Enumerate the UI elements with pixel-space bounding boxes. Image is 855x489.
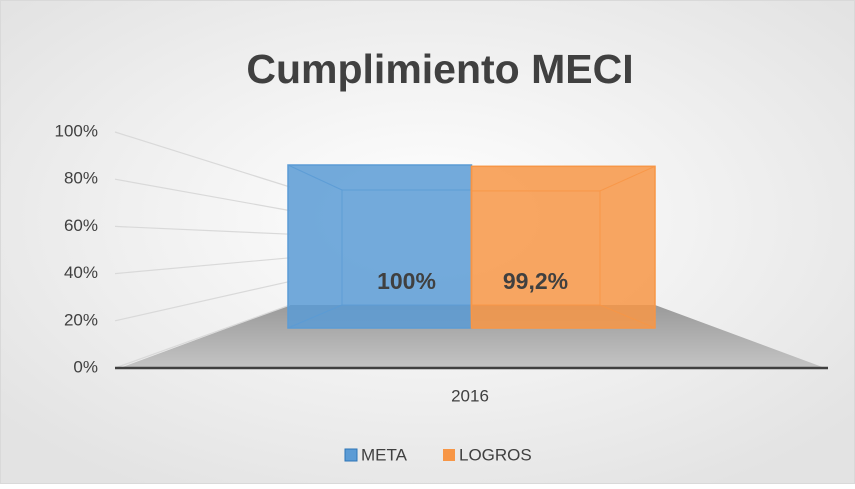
legend-label: LOGROS [459, 445, 532, 464]
y-tick-label: 60% [64, 216, 98, 235]
grid-line [114, 280, 291, 322]
bar-edge [287, 164, 343, 191]
grid-line [114, 225, 291, 235]
grid-line [114, 178, 291, 212]
y-tick-label: 0% [73, 357, 98, 376]
bar-edge [599, 165, 656, 192]
y-tick-label: 80% [64, 169, 98, 188]
legend-swatch [443, 449, 455, 461]
data-label: 99,2% [503, 268, 568, 294]
chart-title: Cumplimiento MECI [246, 46, 633, 92]
legend-label: META [361, 445, 408, 464]
y-tick-label: 20% [64, 310, 98, 329]
bar-face [470, 165, 656, 329]
bar [470, 165, 656, 329]
bar [287, 164, 473, 329]
bar-back [470, 190, 601, 306]
legend-swatch [344, 448, 358, 462]
grid-line [114, 257, 291, 275]
x-tick-label: 2016 [451, 386, 489, 405]
grid-line [114, 304, 291, 369]
bar-edge [599, 304, 656, 329]
bar-edge [470, 304, 472, 329]
y-tick-label: 100% [55, 121, 98, 140]
y-tick-label: 40% [64, 263, 98, 282]
data-label: 100% [377, 268, 436, 294]
bar-edge [287, 304, 343, 329]
bar-edge [470, 166, 472, 191]
bar-face [287, 164, 473, 329]
grid-line [114, 131, 291, 188]
